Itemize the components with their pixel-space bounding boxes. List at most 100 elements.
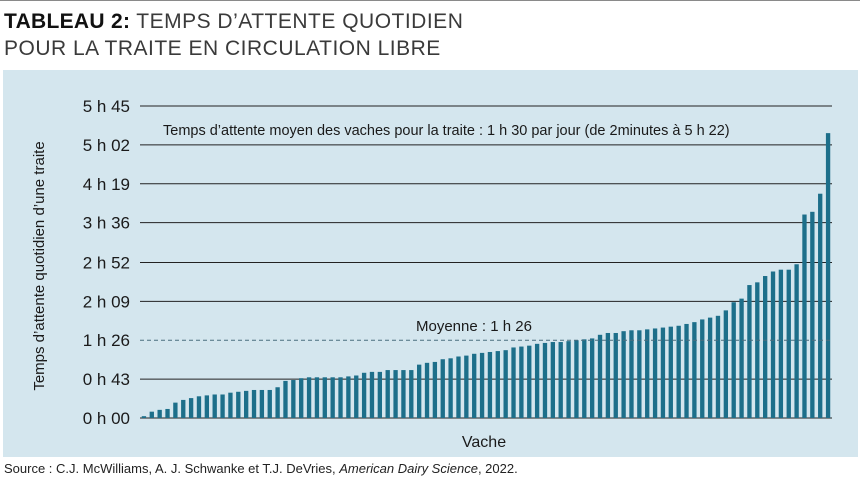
page-title: TABLEAU 2: TEMPS D’ATTENTE QUOTIDIEN <box>4 8 463 35</box>
bar <box>495 351 500 418</box>
y-tick-label: 5 h 45 <box>83 97 130 116</box>
bar <box>511 347 516 418</box>
source-suffix: , 2022. <box>477 461 518 476</box>
bar <box>794 264 799 418</box>
bar <box>267 389 272 418</box>
bar <box>385 370 390 418</box>
y-tick-label: 2 h 09 <box>83 292 130 311</box>
bar <box>778 269 784 418</box>
bar <box>330 377 335 418</box>
bar <box>613 332 618 418</box>
bar <box>149 411 154 418</box>
bar <box>534 343 540 418</box>
bar <box>723 310 729 418</box>
bar <box>810 211 815 418</box>
bar <box>802 214 807 418</box>
y-tick-label: 0 h 43 <box>83 370 130 389</box>
bar <box>181 399 186 418</box>
y-axis-ticks: 0 h 00 0 h 43 1 h 26 2 h 09 2 h 52 3 h 36 4 h … <box>83 97 130 428</box>
bar <box>141 416 147 418</box>
bar <box>652 328 658 418</box>
bar <box>637 330 642 418</box>
bar <box>417 364 422 418</box>
bar <box>456 356 461 418</box>
bar <box>519 346 524 418</box>
bar <box>322 377 327 418</box>
bar <box>645 329 650 418</box>
bar <box>283 380 288 418</box>
grid-layer <box>140 105 832 419</box>
bar <box>715 315 721 418</box>
bar <box>346 376 351 418</box>
bar <box>590 338 595 418</box>
bar <box>621 331 626 418</box>
bar <box>503 350 508 418</box>
y-tick-label: 0 h 00 <box>83 409 130 428</box>
bar <box>755 282 760 418</box>
bar <box>409 370 414 418</box>
bar <box>424 362 430 418</box>
bar <box>354 375 359 418</box>
y-tick-label: 2 h 52 <box>83 253 130 272</box>
bar <box>432 361 438 418</box>
bar <box>157 409 162 418</box>
bars-layer <box>141 133 831 418</box>
y-tick-label: 1 h 26 <box>83 331 130 350</box>
bar <box>369 371 375 418</box>
bar <box>707 317 713 418</box>
bar <box>739 298 744 418</box>
bar <box>597 334 603 418</box>
bar <box>700 319 705 418</box>
bar <box>825 133 831 418</box>
bar <box>314 377 320 418</box>
bar <box>244 390 249 418</box>
source-prefix: Source : C.J. McWilliams, A. J. Schwanke… <box>4 461 340 476</box>
bar <box>582 339 587 418</box>
bar <box>660 327 666 418</box>
bar <box>550 342 556 418</box>
bar <box>220 394 225 418</box>
bar <box>393 370 398 418</box>
bar <box>401 370 406 418</box>
bar <box>196 396 202 418</box>
chart-panel <box>3 70 858 457</box>
bar <box>676 325 681 418</box>
bar <box>251 389 257 418</box>
bar <box>487 351 493 418</box>
bar <box>770 271 776 418</box>
bar <box>204 395 210 418</box>
bar <box>731 302 736 418</box>
bar <box>299 378 304 418</box>
bar <box>472 353 477 418</box>
bar <box>165 408 170 418</box>
bar <box>479 352 485 418</box>
x-axis-label: Vache <box>462 434 506 451</box>
bar <box>605 332 611 418</box>
bar <box>574 340 579 418</box>
bar <box>763 276 768 418</box>
y-tick-label: 3 h 36 <box>83 214 130 233</box>
bar <box>338 377 343 418</box>
source-journal: American Dairy Science <box>339 461 478 476</box>
bar <box>291 380 296 418</box>
y-tick-label: 5 h 02 <box>83 136 130 155</box>
source-note: Source : C.J. McWilliams, A. J. Schwanke… <box>4 461 518 476</box>
bar <box>306 377 312 418</box>
bar <box>668 326 673 418</box>
bar <box>566 341 571 418</box>
bar <box>259 389 265 418</box>
bar <box>747 285 752 418</box>
bar <box>448 358 453 418</box>
bar <box>684 323 689 418</box>
page-subtitle: POUR LA TRAITE EN CIRCULATION LIBRE <box>4 37 441 60</box>
bar <box>818 193 823 418</box>
title-text: TEMPS D’ATTENTE QUOTIDIEN <box>130 10 464 33</box>
bar <box>558 342 563 418</box>
title-number: TABLEAU 2: <box>4 10 131 33</box>
bar <box>361 372 367 418</box>
chart-heading: TABLEAU 2: TEMPS D’ATTENTE QUOTIDIEN POU… <box>4 8 463 62</box>
title-rule <box>0 0 860 1</box>
bar <box>464 355 469 418</box>
bar <box>212 394 217 418</box>
